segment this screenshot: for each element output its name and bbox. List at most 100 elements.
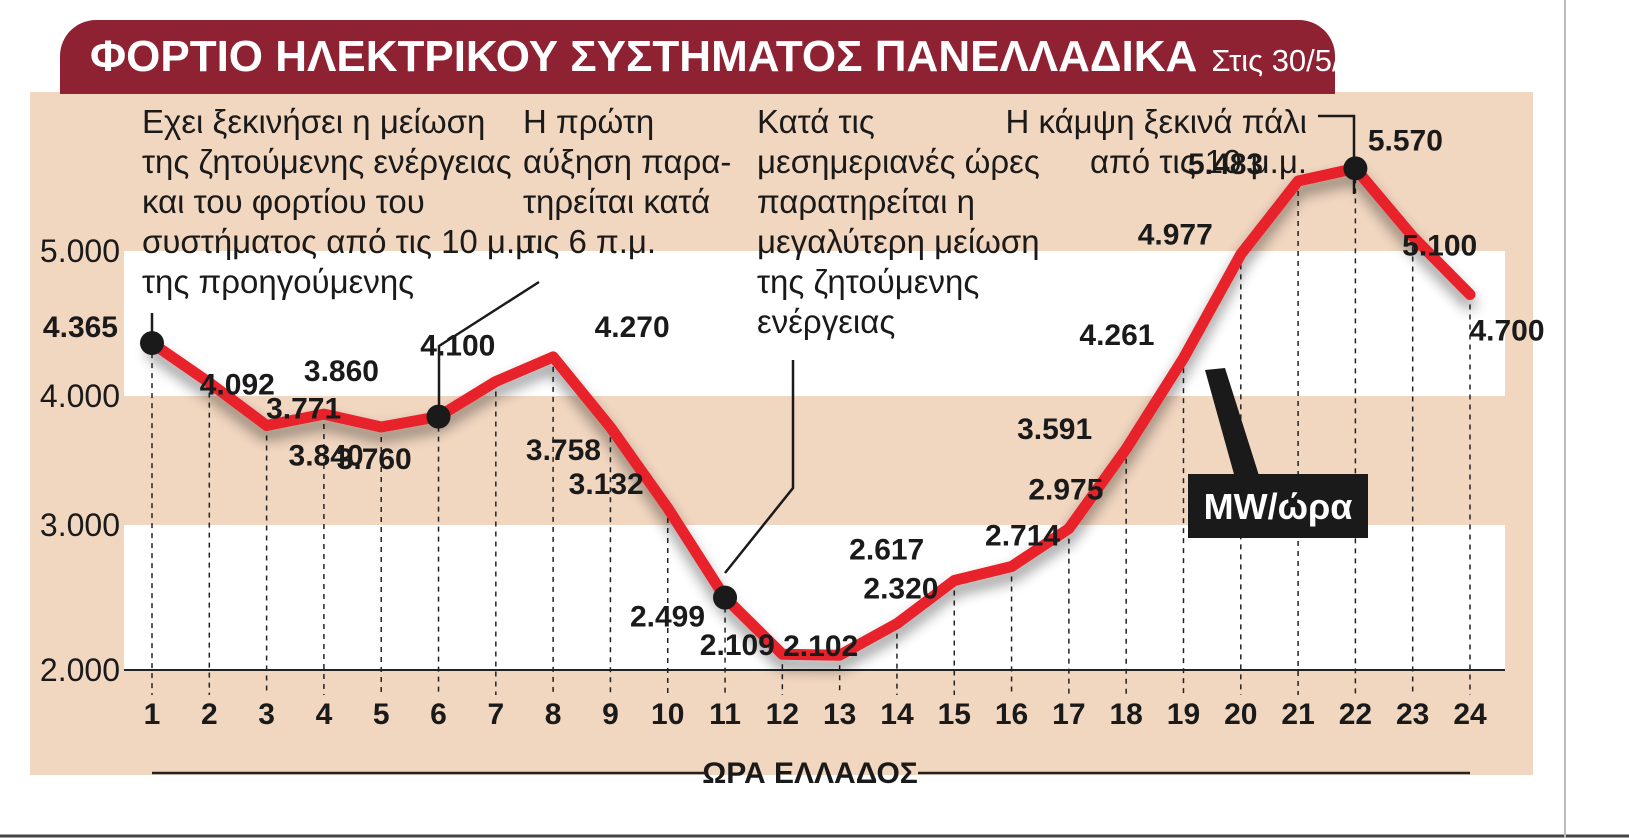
x-tick-label: 22: [1339, 698, 1372, 731]
annotation-line: τις 6 π.μ.: [523, 223, 656, 260]
x-tick-label: 21: [1281, 698, 1314, 731]
data-value-label: 3.771: [266, 393, 341, 426]
band-2000-3000: [124, 525, 1505, 670]
x-tick-label: 17: [1052, 698, 1085, 731]
x-tick-label: 12: [766, 698, 799, 731]
data-value-label: 3.840: [289, 440, 364, 473]
annotation-line: μεγαλύτερη μείωση: [757, 223, 1040, 260]
data-value-label: 4.365: [43, 311, 118, 344]
title-banner: ΦΟΡΤΙΟ ΗΛΕΚΤΡΙΚΟΥ ΣΥΣΤΗΜΑΤΟΣ ΠΑΝΕΛΛΑΔΙΚΑ…: [60, 20, 1410, 94]
annotation-line: ενέργειας: [757, 303, 895, 340]
x-tick-label: 2: [201, 698, 218, 731]
data-value-label: 2.617: [849, 534, 924, 567]
x-tick-label: 23: [1396, 698, 1429, 731]
data-value-label: 4.092: [200, 369, 275, 402]
data-value-label: 2.102: [783, 630, 858, 663]
data-point: [1179, 354, 1187, 362]
data-point: [893, 620, 901, 628]
data-value-label: 2.320: [863, 573, 938, 606]
x-tick-label: 6: [430, 698, 447, 731]
annotation-text: Η πρώτη αύξηση παρα-τηρείται κατά τις 6 π.…: [523, 103, 731, 260]
annotation-line: της ζητούμενης: [757, 263, 979, 300]
data-value-label: 3.860: [304, 355, 379, 388]
series-line: [146, 162, 1476, 661]
chart-subtitle: Στις 30/5/2024: [1211, 43, 1410, 78]
data-point: [1065, 525, 1073, 533]
x-tick-label: 9: [602, 698, 619, 731]
annotation-line: Η πρώτη: [523, 103, 654, 140]
annotation-leader: [1318, 114, 1356, 194]
data-value-label: 4.270: [595, 311, 670, 344]
x-tick-label: 19: [1167, 698, 1200, 731]
data-value-label: 5.483: [1188, 148, 1263, 181]
data-value-label: 3.758: [526, 434, 601, 467]
x-tick-label: 14: [880, 698, 914, 731]
x-tick-label: 24: [1453, 698, 1487, 731]
x-tick-label: 18: [1109, 698, 1142, 731]
annotation-line: της ζητούμενης ενέργειας: [142, 143, 512, 180]
data-point: [950, 577, 958, 585]
x-axis-title: ΩΡΑ ΕΛΛΑΔΟΣ: [702, 757, 918, 790]
data-value-label: 4.977: [1138, 218, 1213, 251]
data-value-label: 3.591: [1017, 413, 1092, 446]
data-point: [606, 423, 614, 431]
annotation-line: της προηγούμενης: [142, 263, 414, 300]
data-point: [1466, 291, 1474, 299]
y-tick-label: 5.000: [40, 233, 120, 269]
data-value-label: 2.499: [630, 601, 705, 634]
data-point: [492, 378, 500, 386]
unit-callout-pointer: [1205, 368, 1262, 485]
annotation-leader: [724, 360, 795, 574]
data-value-label: 3.132: [569, 468, 644, 501]
chart-title: ΦΟΡΤΙΟ ΗΛΕΚΤΡΙΚΟΥ ΣΥΣΤΗΜΑΤΟΣ ΠΑΝΕΛΛΑΔΙΚΑ: [90, 32, 1198, 81]
unit-box: [1188, 474, 1368, 538]
annotation-line: Εχει ξεκινήσει η μείωση: [142, 103, 485, 140]
x-tick-label: 7: [487, 698, 504, 731]
data-point: [1237, 250, 1245, 258]
annotation-line: από τις 10 μ.μ.: [1090, 143, 1307, 180]
data-value-label: 3.760: [337, 443, 412, 476]
data-value-label: 2.714: [985, 519, 1060, 552]
data-point: [1122, 445, 1130, 453]
data-point: [549, 353, 557, 361]
data-point: [664, 504, 672, 512]
x-tick-label: 8: [545, 698, 562, 731]
data-value-label: 2.109: [700, 629, 775, 662]
annotation-line: συστήματος από τις 10 μ.μ.: [142, 223, 543, 260]
annotation-line: Κατά τις: [757, 103, 875, 140]
data-value-label: 4.700: [1469, 315, 1544, 348]
data-point: [377, 423, 385, 431]
x-tick-label: 20: [1224, 698, 1257, 731]
x-tick-label: 13: [823, 698, 856, 731]
annotation-line: και του φορτίου του: [142, 183, 425, 220]
annotation-line: Η κάμψη ξεκινά πάλι: [1005, 103, 1307, 140]
data-value-label: 5.570: [1368, 124, 1443, 157]
x-tick-label: 11: [709, 698, 741, 731]
highlight-marker: [1343, 156, 1368, 181]
band-4000-5000: [124, 251, 1505, 396]
x-tick-label: 1: [144, 698, 161, 731]
annotation-line: αύξηση παρα-: [523, 143, 731, 180]
annotation-leader: [437, 280, 540, 416]
x-tick-label: 3: [258, 698, 275, 731]
y-tick-label: 4.000: [40, 378, 120, 414]
x-tick-label: 15: [938, 698, 971, 731]
highlight-marker: [713, 585, 738, 610]
highlight-marker: [426, 404, 451, 429]
data-value-label: 5.100: [1402, 230, 1477, 263]
x-tick-label: 16: [995, 698, 1028, 731]
data-value-label: 4.261: [1079, 319, 1154, 352]
annotation-line: παρατηρείται η: [757, 183, 975, 220]
y-tick-label: 2.000: [40, 652, 120, 688]
annotation-text: Η κάμψη ξεκινά πάλι από τις 10 μ.μ.: [1005, 103, 1307, 180]
annotation-line: μεσημεριανές ώρες: [757, 143, 1040, 180]
y-tick-label: 3.000: [40, 507, 120, 543]
annotation-text: Εχει ξεκινήσει η μείωση της ζητούμενης εν…: [142, 103, 543, 300]
data-value-label: 2.975: [1028, 474, 1103, 507]
x-tick-label: 4: [316, 698, 333, 731]
annotation-line: τηρείται κατά: [523, 183, 710, 220]
unit-label: MW/ώρα: [1204, 486, 1353, 527]
